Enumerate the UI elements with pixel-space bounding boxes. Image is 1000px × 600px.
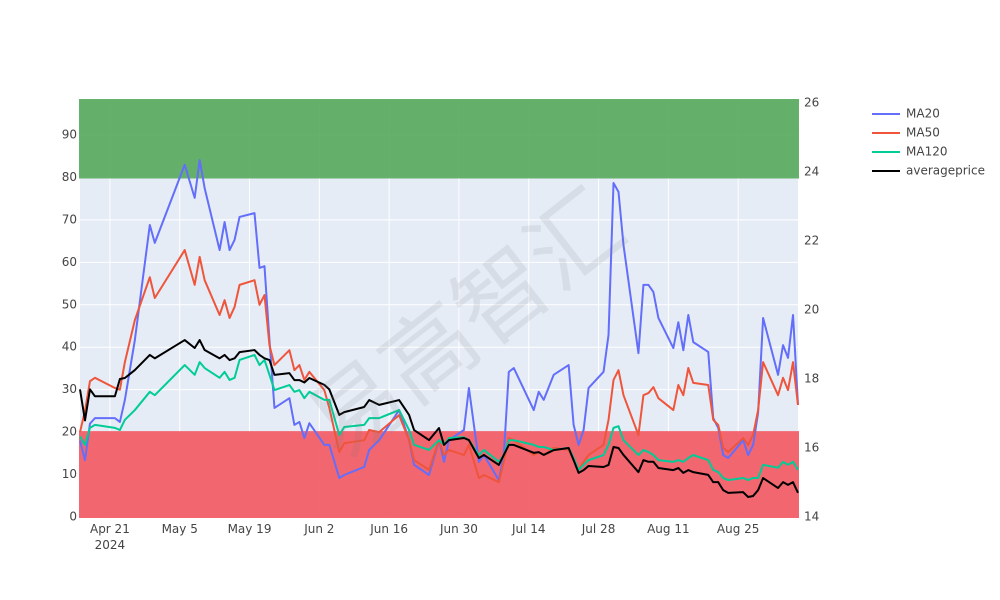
lines (79, 159, 799, 498)
x-tick-label: Jul 14 (511, 522, 546, 536)
y-tick-label: 70 (62, 212, 77, 226)
y2-tick-label: 16 (804, 441, 819, 455)
band (79, 99, 799, 179)
legend-label: averageprice (906, 164, 985, 178)
x-tick-label: Jun 30 (439, 522, 478, 536)
x-tick-label: May 5 (162, 522, 198, 536)
y2-tick-label: 14 (804, 510, 819, 524)
y-tick-label: 10 (62, 467, 77, 481)
x-tick-label: May 19 (228, 522, 272, 536)
x-tick-label: Jul 28 (581, 522, 616, 536)
y2-tick-label: 18 (804, 372, 819, 386)
y2-tick-label: 20 (804, 303, 819, 317)
y2-tick-label: 26 (804, 96, 819, 110)
series-line (79, 339, 799, 498)
y2-tick-label: 24 (804, 165, 819, 179)
bands (79, 99, 799, 518)
y-tick-label: 30 (62, 382, 77, 396)
x-tick-label: Jun 16 (369, 522, 408, 536)
y-tick-label: 50 (62, 297, 77, 311)
x-tick-label: Jun 2 (303, 522, 334, 536)
series-line (79, 249, 799, 484)
legend-label: MA50 (906, 126, 940, 140)
y-tick-label: 90 (62, 128, 77, 142)
x-tick-label: Apr 21 2024 (90, 522, 130, 552)
x-tick-label: Aug 25 (717, 522, 760, 536)
band (79, 431, 799, 518)
y-tick-label: 0 (69, 510, 77, 524)
y-tick-label: 80 (62, 170, 77, 184)
series-line (79, 159, 799, 482)
y-tick-label: 40 (62, 340, 77, 354)
y-tick-label: 20 (62, 425, 77, 439)
y-tick-label: 60 (62, 255, 77, 269)
legend: MA20 MA50 MA120 averageprice (872, 107, 985, 178)
x-tick-label: Aug 11 (647, 522, 690, 536)
y2-tick-label: 22 (804, 234, 819, 248)
axes: 0 10 20 30 40 50 60 70 80 90 14 16 18 20 22 24 26 Apr 21 2… (62, 96, 820, 552)
legend-label: MA20 (906, 107, 940, 121)
legend-label: MA120 (906, 145, 947, 159)
